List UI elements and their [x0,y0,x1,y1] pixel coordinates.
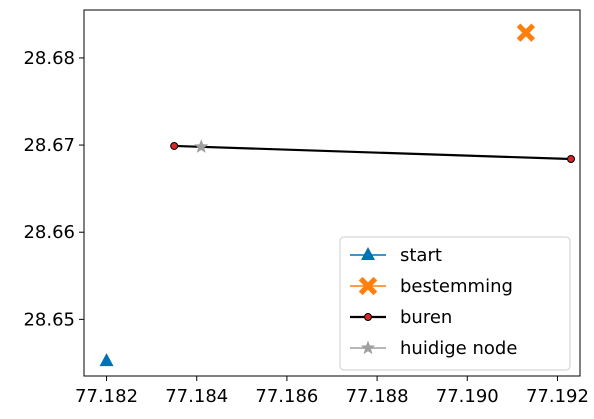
legend-box [339,236,571,371]
point-buren [170,141,179,150]
point-huidige-node [194,139,209,153]
legend-label-buren: buren [400,307,452,328]
x-tick-label: 77.186 [255,386,318,407]
y-axis: 28.65 28.66 28.67 28.68 [23,48,84,330]
x-tick-label: 77.192 [526,386,589,407]
legend-label-start: start [400,245,442,266]
x-axis: 77.182 77.184 77.186 77.188 77.190 77.192 [75,376,589,407]
legend-label-bestemming: bestemming [400,276,513,297]
x-tick-label: 77.188 [346,386,409,407]
legend-marker-buren [364,313,372,321]
legend-marker-bestemming [358,276,378,296]
x-tick-label: 77.182 [75,386,138,407]
plot-area [99,23,575,367]
plot-frame [83,9,581,377]
legend-marker-start [361,247,375,260]
legend-label-huidige-node: huidige node [400,338,517,359]
point-buren [566,155,575,164]
x-tick-label: 77.190 [436,386,499,407]
y-tick-label: 28.68 [23,48,75,69]
legend: start bestemming buren huidige node [339,236,571,371]
y-tick-label: 28.66 [23,222,75,243]
point-start [99,353,114,367]
legend-marker-huidige-node [360,340,376,355]
series-line-buren [174,144,572,161]
x-tick-label: 77.184 [165,386,228,407]
y-tick-label: 28.65 [23,309,75,330]
point-bestemming [516,23,536,42]
y-tick-label: 28.67 [23,135,75,156]
